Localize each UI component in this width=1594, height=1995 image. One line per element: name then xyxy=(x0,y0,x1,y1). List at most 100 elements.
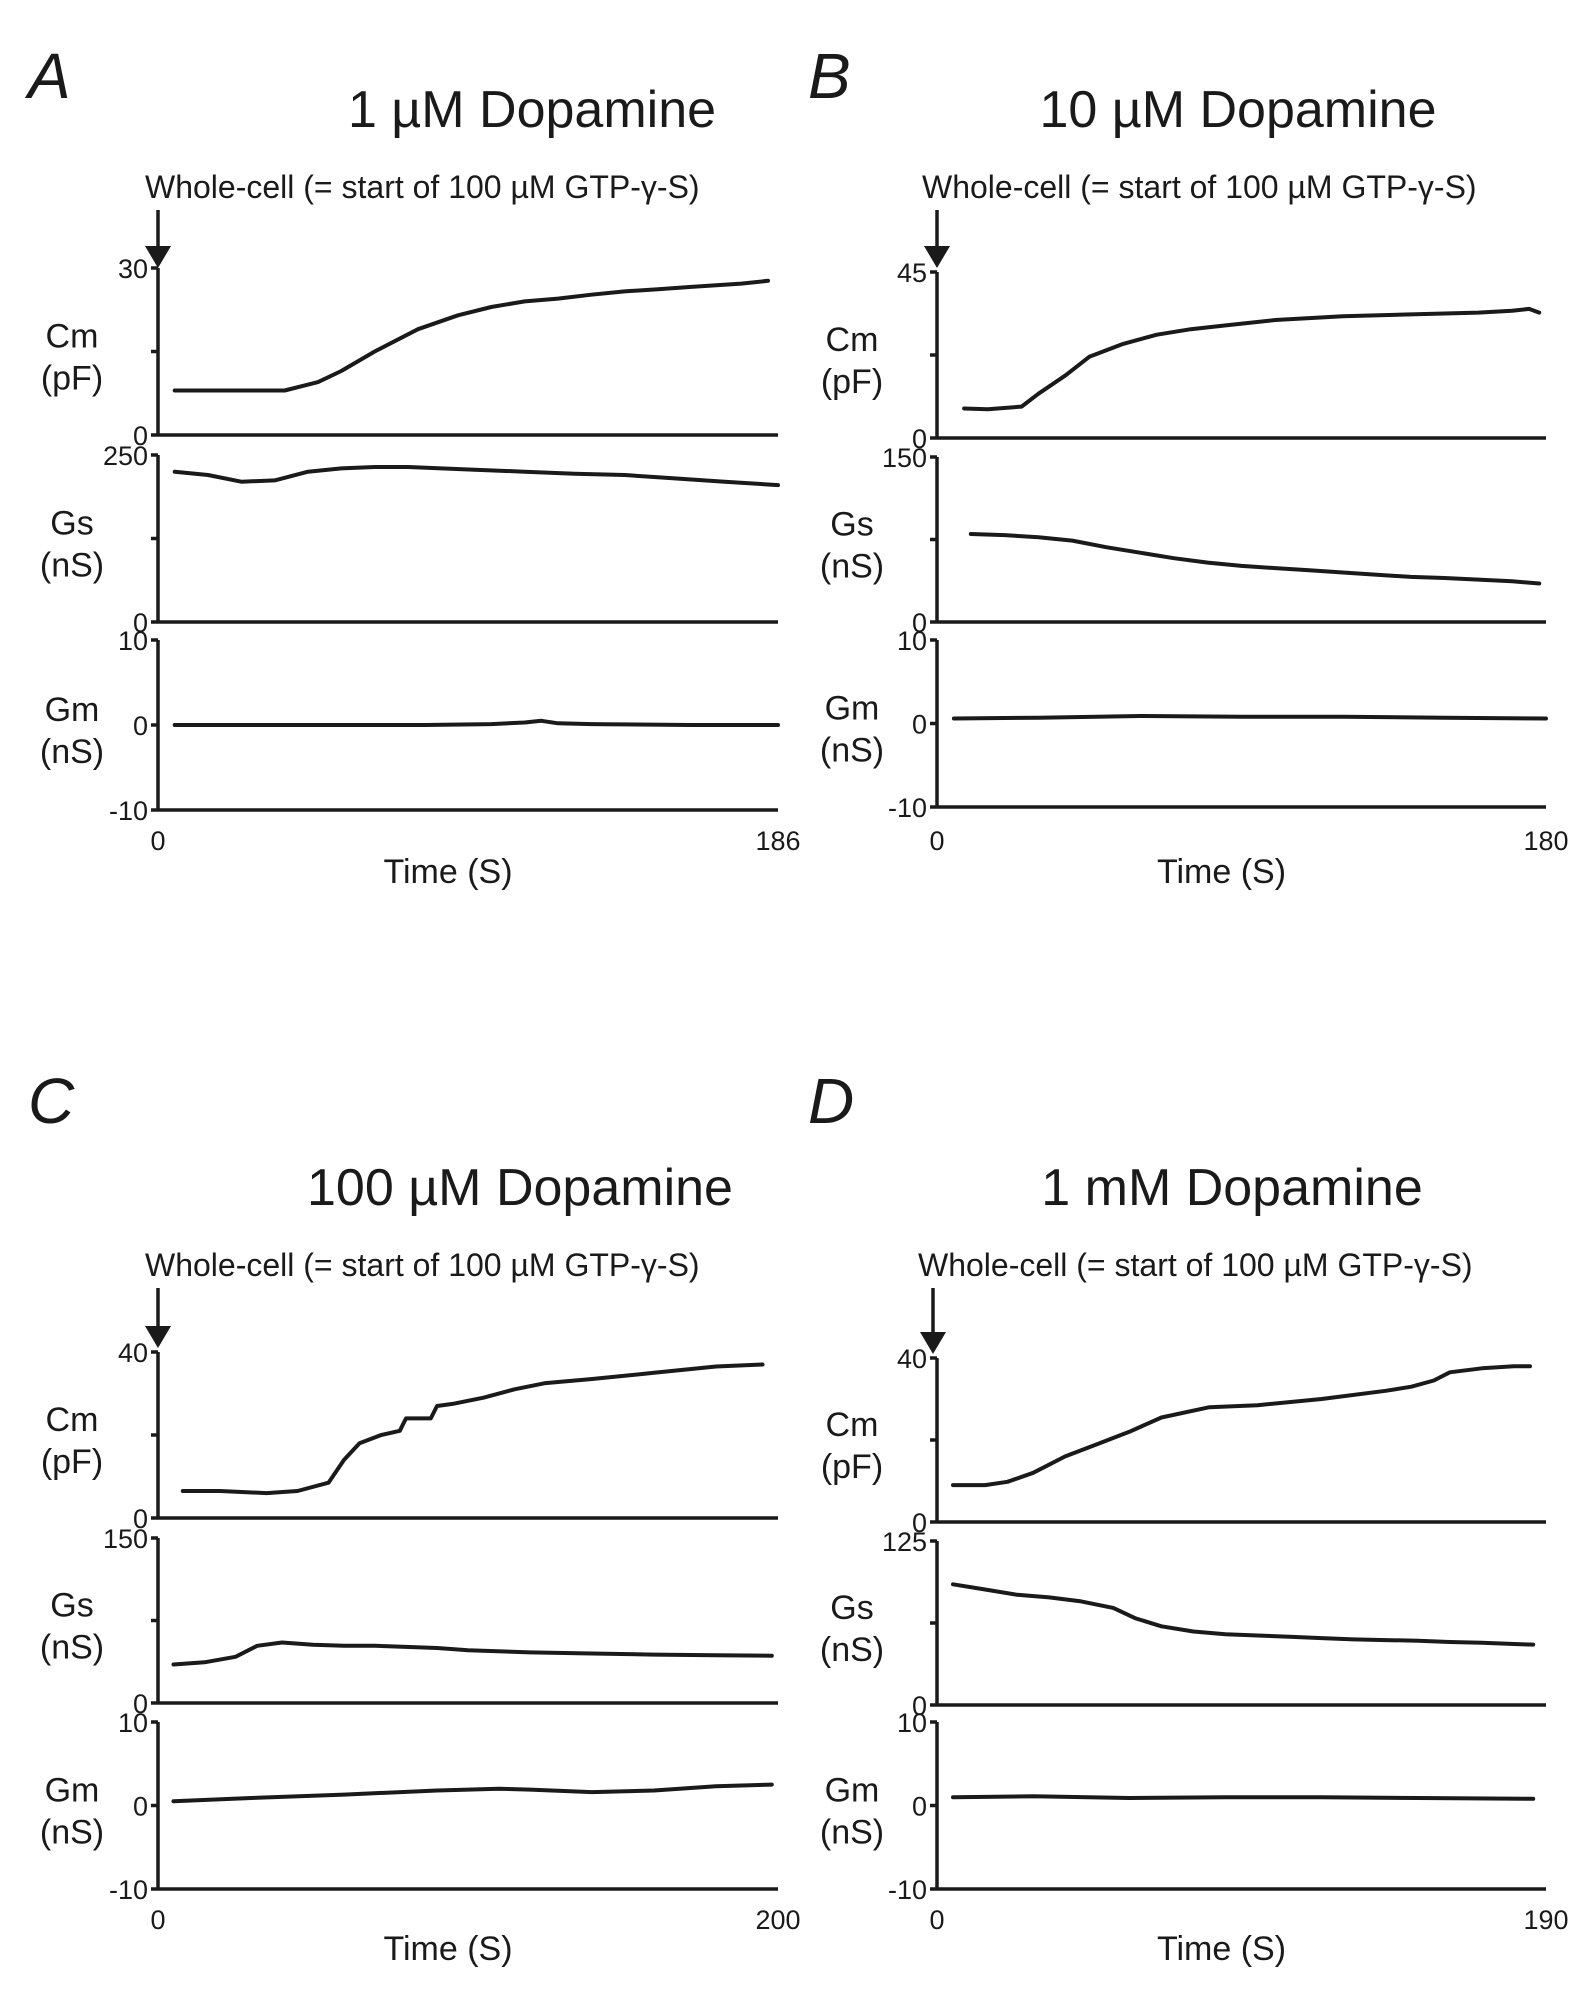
y-label-name: Cm xyxy=(46,1401,99,1439)
x-axis-label: Time (S) xyxy=(1157,1930,1286,1968)
trace-line-cm xyxy=(962,306,1542,412)
panel-b: B 10 µM Dopamine Whole-cell (= start of 10… xyxy=(808,40,1569,891)
trace-line-cm xyxy=(172,278,770,393)
subplot-cm: 45 0 Cm (pF) xyxy=(821,258,1546,454)
x-tick-label-end: 200 xyxy=(755,1905,800,1935)
y-tick-label: 250 xyxy=(103,441,148,471)
y-label-unit: (pF) xyxy=(821,1448,883,1486)
trace-line-gm xyxy=(951,714,1548,721)
y-label-name: Gs xyxy=(830,506,873,544)
y-label-unit: (pF) xyxy=(821,363,883,401)
subplot-cm: 40 0 Cm (pF) xyxy=(821,1344,1546,1538)
y-tick-label: 0 xyxy=(133,1792,148,1822)
whole-cell-annotation: Whole-cell (= start of 100 µM GTP-γ-S) xyxy=(145,169,700,205)
panel-letter: C xyxy=(28,1065,75,1137)
x-axis-label: Time (S) xyxy=(383,853,512,891)
y-tick-label: 150 xyxy=(103,1524,148,1554)
y-tick-label: 45 xyxy=(897,258,927,288)
y-label-unit: (nS) xyxy=(820,1814,884,1852)
y-label-unit: (nS) xyxy=(820,1631,884,1669)
y-tick-label: 0 xyxy=(912,1691,927,1721)
y-label-name: Gs xyxy=(830,1589,873,1627)
y-tick-label: -10 xyxy=(888,1875,927,1905)
y-label-name: Gm xyxy=(825,690,880,728)
y-label-name: Cm xyxy=(46,318,99,356)
y-label-unit: (nS) xyxy=(820,548,884,586)
y-tick-label: -10 xyxy=(109,1875,148,1905)
y-tick-label: 40 xyxy=(897,1344,927,1374)
whole-cell-annotation: Whole-cell (= start of 100 µM GTP-γ-S) xyxy=(145,1247,700,1283)
x-axis-label: Time (S) xyxy=(1157,853,1286,891)
whole-cell-annotation: Whole-cell (= start of 100 µM GTP-γ-S) xyxy=(922,169,1477,205)
subplot-gs: 250 0 Gs (nS) xyxy=(40,441,780,638)
y-tick-label: 0 xyxy=(133,711,148,741)
subplot-gs: 150 0 Gs (nS) xyxy=(820,443,1546,638)
trace-line-gs xyxy=(172,465,780,488)
y-label-name: Gm xyxy=(825,1772,880,1810)
trace-line-gs xyxy=(171,1640,774,1667)
y-tick-label: 10 xyxy=(118,626,148,656)
subplot-gm: 10 0 -10 Gm (nS) xyxy=(40,626,780,826)
x-tick-label-start: 0 xyxy=(929,826,944,856)
trace-line-cm xyxy=(180,1362,765,1496)
x-tick-label-end: 190 xyxy=(1523,1905,1568,1935)
y-label-name: Gm xyxy=(45,1772,100,1810)
subplot-gm: 10 0 -10 Gm (nS) xyxy=(820,1708,1546,1905)
subplot-cm: 30 0 Cm (pF) xyxy=(41,254,778,451)
subplot-cm: 40 0 Cm (pF) xyxy=(41,1338,778,1534)
y-tick-label: 0 xyxy=(912,424,927,454)
y-tick-label: 0 xyxy=(133,1504,148,1534)
panel-title: 10 µM Dopamine xyxy=(1039,81,1436,139)
y-label-unit: (pF) xyxy=(41,360,103,398)
y-label-unit: (nS) xyxy=(40,1814,104,1852)
panel-a: A 1 µM Dopamine Whole-cell (= start of 100… xyxy=(24,40,801,891)
x-tick-label-start: 0 xyxy=(150,826,165,856)
panel-title: 100 µM Dopamine xyxy=(307,1159,733,1217)
trace-line-gm xyxy=(171,1782,774,1804)
trace-line-cm xyxy=(951,1364,1532,1488)
y-tick-label: 0 xyxy=(133,421,148,451)
y-tick-label: 30 xyxy=(118,254,148,284)
x-tick-label-start: 0 xyxy=(929,1905,944,1935)
x-axis-label: Time (S) xyxy=(383,1930,512,1968)
trace-line-gs xyxy=(968,532,1542,586)
subplot-gm: 10 0 -10 Gm (nS) xyxy=(820,626,1548,823)
y-tick-label: -10 xyxy=(888,793,927,823)
y-label-name: Cm xyxy=(826,321,879,359)
y-label-name: Gs xyxy=(50,1587,93,1625)
panel-letter: B xyxy=(808,40,851,112)
y-tick-label: 0 xyxy=(912,608,927,638)
panel-title: 1 mM Dopamine xyxy=(1041,1159,1422,1217)
x-tick-label-start: 0 xyxy=(150,1905,165,1935)
y-tick-label: 0 xyxy=(912,710,927,740)
arrow-head-icon xyxy=(920,1332,946,1354)
y-tick-label: 125 xyxy=(882,1527,927,1557)
y-tick-label: 10 xyxy=(897,626,927,656)
subplot-gs: 150 0 Gs (nS) xyxy=(40,1524,778,1719)
y-tick-label: 10 xyxy=(118,1708,148,1738)
y-label-unit: (nS) xyxy=(40,547,104,585)
y-label-unit: (nS) xyxy=(40,1629,104,1667)
panel-letter: A xyxy=(24,40,71,112)
y-label-name: Gs xyxy=(50,505,93,543)
trace-line-gs xyxy=(951,1582,1536,1647)
trace-line-gm xyxy=(172,718,780,727)
y-label-unit: (pF) xyxy=(41,1443,103,1481)
y-tick-label: 0 xyxy=(912,1508,927,1538)
y-tick-label: 40 xyxy=(118,1338,148,1368)
y-tick-label: 0 xyxy=(133,608,148,638)
arrow-head-icon xyxy=(924,246,950,268)
y-tick-label: -10 xyxy=(109,796,148,826)
y-tick-label: 10 xyxy=(897,1708,927,1738)
y-label-unit: (nS) xyxy=(40,733,104,771)
y-tick-label: 0 xyxy=(912,1792,927,1822)
arrow-head-icon xyxy=(145,1326,171,1348)
y-tick-label: 150 xyxy=(882,443,927,473)
x-tick-label-end: 186 xyxy=(755,826,800,856)
y-label-unit: (nS) xyxy=(820,732,884,770)
subplot-gs: 125 0 Gs (nS) xyxy=(820,1527,1546,1721)
x-tick-label-end: 180 xyxy=(1523,826,1568,856)
y-label-name: Gm xyxy=(45,691,100,729)
panel-letter: D xyxy=(808,1065,854,1137)
